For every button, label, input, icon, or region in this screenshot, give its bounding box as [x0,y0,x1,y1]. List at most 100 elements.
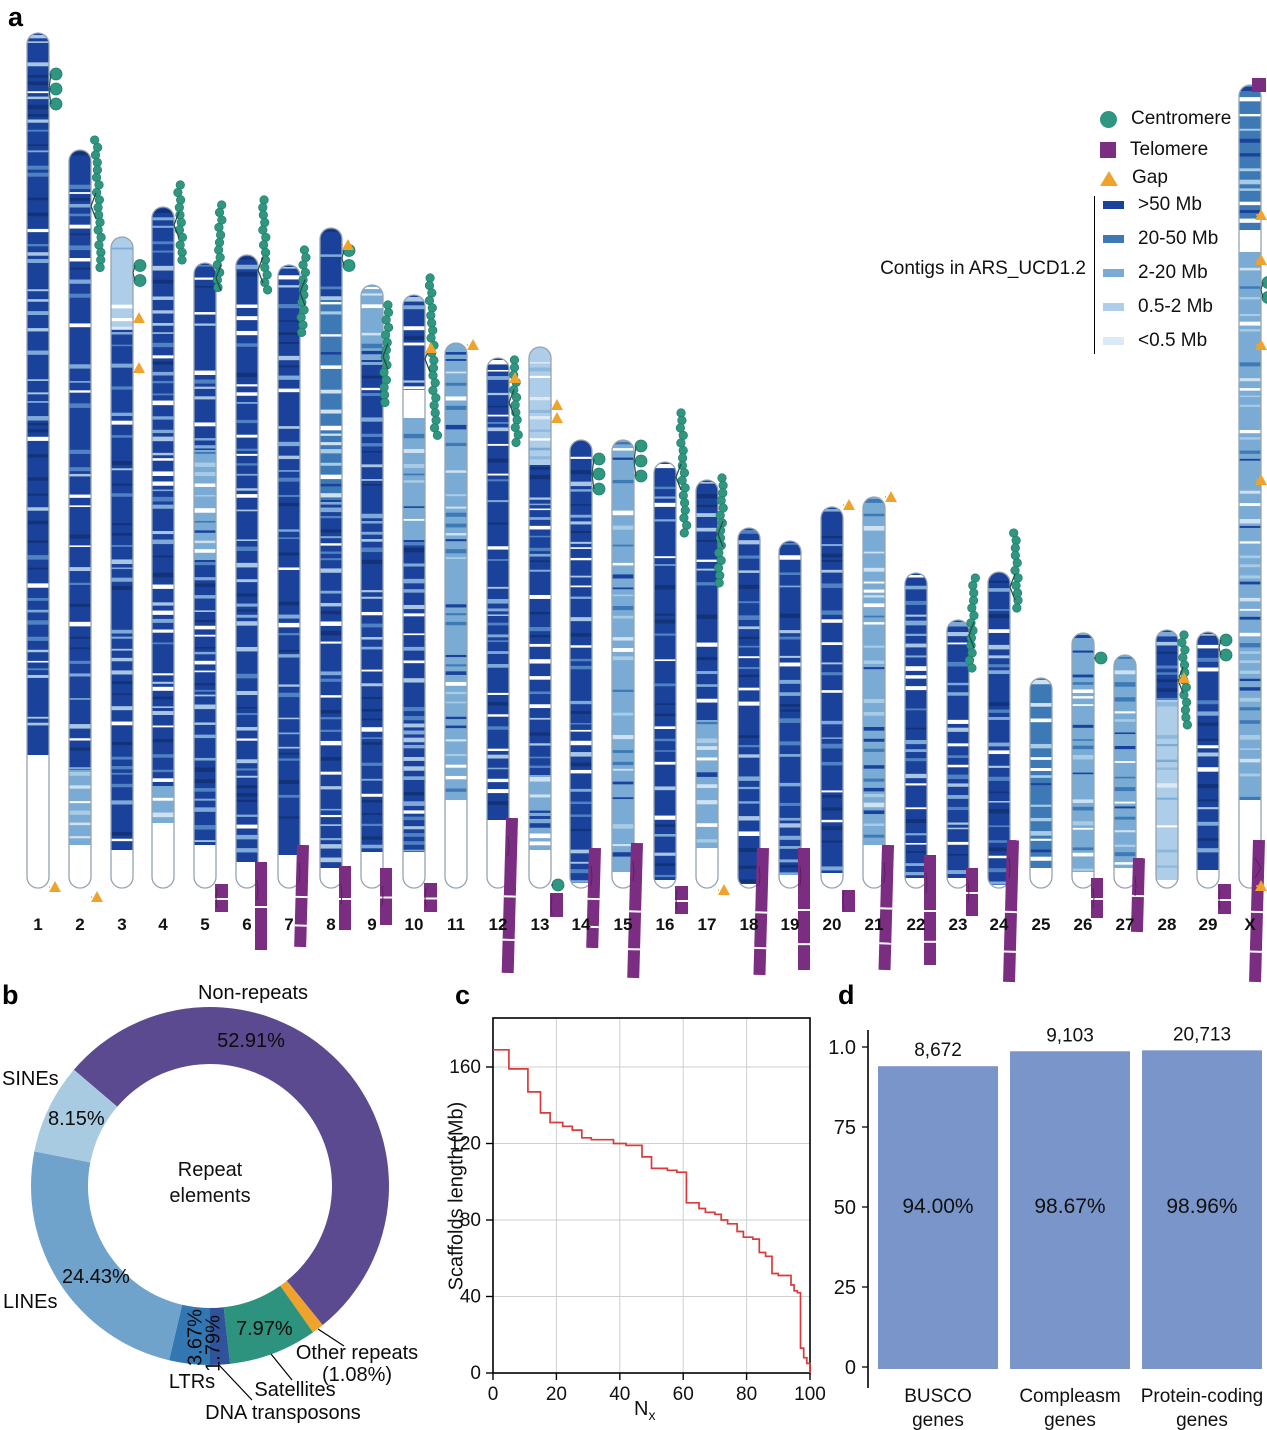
chromosome-29: 29 [1196,631,1233,934]
legend-gap-label: Gap [1132,167,1168,188]
centromere-marker-16 [675,408,692,538]
size-gt50-label: >50 Mb [1138,194,1202,215]
chromosome-25: 25 [1029,677,1053,934]
centromere-marker-3 [132,259,147,287]
chromosome-label-15: 15 [614,915,633,934]
gap-marker-3 [133,362,145,373]
donut-label-satellites: Satellites [254,1379,336,1401]
centromere-marker-13 [551,878,565,892]
chromosome-22: 22 [904,572,936,965]
centromere-marker-X [1260,276,1267,304]
size-05-2-label: 0.5-2 Mb [1138,296,1213,317]
centromere-marker-7 [296,245,311,338]
centromere-marker-1 [48,67,63,111]
gap-marker-17 [718,884,730,895]
chromosome-X: X [1238,78,1267,983]
telomere-marker-15 [627,842,643,979]
gap-marker-28 [1178,672,1190,683]
panel-c-letter: c [455,980,471,1010]
telomere-marker-6 [255,862,267,950]
chromosome-11: 11 [444,339,479,934]
chromosome-14: 14 [569,439,606,949]
chromosome-label-27: 27 [1116,915,1135,934]
chromosome-3: 3 [110,236,147,934]
size-lt05-swatch [1103,337,1124,345]
telomere-top-X [1252,78,1266,92]
chromosome-label-24: 24 [990,915,1009,934]
gap-marker-3 [133,312,145,323]
chromosome-13: 13 [528,346,565,934]
repeat-donut [30,1006,390,1401]
chromosome-label-X: X [1244,915,1256,934]
chromosome-label-4: 4 [158,915,168,934]
legend-size-gt50: >50 Mb [1103,194,1202,216]
centromere-marker-10 [424,273,443,440]
panel-b-letter: b [2,980,19,1010]
telomere-marker-12 [501,817,518,974]
bar-pct-label: 98.96% [1166,1195,1237,1218]
donut-pct-non-repeats: 52.91% [217,1030,285,1052]
donut-slice-ltrs [169,1304,210,1365]
telomere-marker-23 [966,868,978,916]
nx-curve [493,1048,811,1373]
donut-pct-other-repeats: (1.08%) [321,1364,393,1386]
chromosome-label-7: 7 [284,915,293,934]
chromosome-28: 28 [1155,629,1192,934]
donut-center-line2: elements [169,1185,251,1207]
gene-bars-plot: 0 25 50 75 1.0 8,672 94.00% BUSCO genes 9,103 98.6… [828,1024,1263,1430]
donut-pct-sines: 8.15% [48,1108,105,1130]
centromere-marker-17 [713,473,728,588]
chromosome-label-23: 23 [949,915,968,934]
donut-slice-satellites [223,1285,314,1364]
centromere-marker-24 [1009,528,1023,613]
chromosome-9: 9 [360,284,394,934]
centromere-marker-5 [212,200,227,293]
centromere-marker-28 [1177,630,1192,730]
gap-marker-20 [843,499,855,510]
chromosome-label-16: 16 [656,915,675,934]
donut-pct-lines: 24.43% [62,1266,130,1288]
svg-text:100: 100 [794,1384,826,1405]
telomere-marker-26 [1091,878,1103,918]
svg-text:80: 80 [460,1210,481,1231]
telomere-marker-7 [294,844,309,948]
chromosome-10: 10 [402,273,443,934]
telomere-icon [1100,142,1116,158]
gap-marker-13 [551,412,563,423]
chromosome-12: 12 [486,355,523,974]
telomere-marker-21 [878,844,894,971]
telomere-marker-22 [924,855,936,965]
centromere-marker-23 [964,573,980,673]
svg-text:25: 25 [834,1277,856,1299]
chromosome-label-20: 20 [823,915,842,934]
centromere-marker-9 [379,300,394,408]
panel-d-letter: d [838,980,855,1010]
nx-plot: 0 20 40 60 80 100 0 40 80 120 160 [449,1017,826,1405]
legend-size-2-20: 2-20 Mb [1103,262,1208,284]
svg-text:0: 0 [488,1384,499,1405]
chromosome-label-28: 28 [1158,915,1177,934]
donut-slice-other-repeats [280,1280,323,1333]
chromosome-27: 27 [1113,654,1145,934]
chromosome-16: 16 [653,408,692,934]
bar-count-label: 8,672 [914,1040,962,1061]
chromosome-label-9: 9 [367,915,376,934]
donut-label-lines: LINEs [3,1291,58,1313]
legend-divider [1094,196,1095,354]
chromosome-4: 4 [151,180,188,934]
centromere-marker-26 [1094,651,1108,665]
bar-pct-label: 98.67% [1034,1195,1105,1218]
donut-slice-lines [30,1151,183,1361]
chromosome-label-6: 6 [242,915,251,934]
donut-pct-satellites: 7.97% [236,1318,293,1340]
donut-label-other-repeats: Other repeats [295,1342,419,1364]
centromere-marker-15 [633,439,648,483]
telomere-marker-29 [1218,884,1231,914]
telomere-marker-24 [1003,839,1019,983]
nx-xlabel-sub: x [648,1407,656,1423]
bar-category-label: genes [1176,1410,1228,1430]
gap-marker-21 [885,491,897,502]
size-lt05-label: <0.5 Mb [1138,330,1208,351]
chromosome-label-2: 2 [75,915,84,934]
